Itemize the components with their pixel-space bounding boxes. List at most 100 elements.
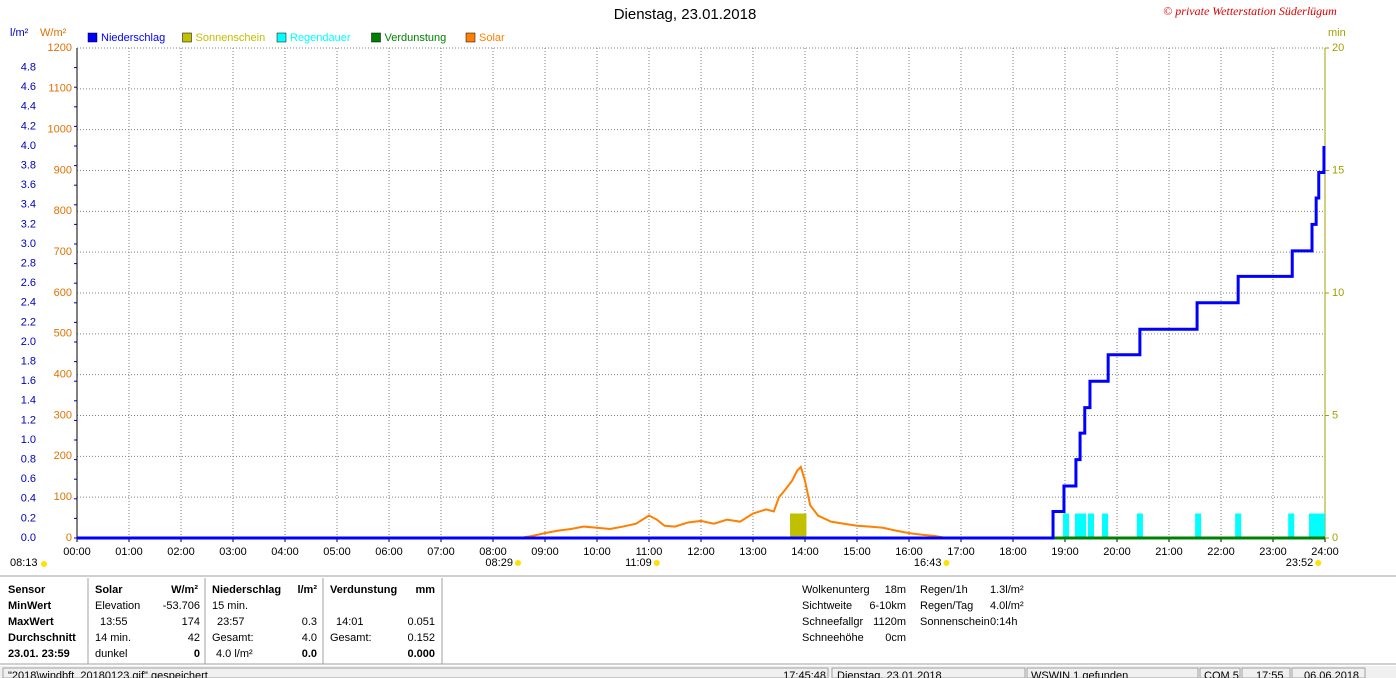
x-tick-label: 20:00 bbox=[1103, 546, 1131, 558]
legend-label: Niederschlag bbox=[101, 32, 165, 44]
y-tick-label: 0.4 bbox=[21, 493, 36, 505]
bar bbox=[795, 513, 802, 538]
y-tick-label: 4.0 bbox=[21, 140, 36, 152]
bar bbox=[1088, 513, 1094, 538]
copyright: © private Wetterstation Süderlügum bbox=[1163, 4, 1337, 18]
legend-swatch bbox=[371, 32, 381, 43]
annotation-marker bbox=[41, 561, 47, 567]
annotation: 23:52 bbox=[1286, 557, 1314, 569]
panel-cell: -53.706 bbox=[163, 600, 200, 612]
x-tick-label: 09:00 bbox=[531, 546, 559, 558]
panel-cell: 0.0 bbox=[302, 648, 317, 660]
status-cell bbox=[1241, 667, 1291, 678]
weather-value: 6-10km bbox=[869, 600, 906, 612]
y-tick-label: 1.2 bbox=[21, 414, 36, 426]
bar bbox=[1075, 513, 1081, 538]
y3-tick-label: 400 bbox=[54, 369, 72, 381]
weather-value: 1120m bbox=[873, 616, 906, 628]
annotation-marker bbox=[514, 560, 521, 566]
y3-tick-label: 1000 bbox=[48, 124, 72, 136]
y3-tick-label: 300 bbox=[54, 409, 72, 421]
x-tick-label: 14:00 bbox=[791, 546, 819, 558]
y-tick-label: 1.8 bbox=[21, 356, 36, 368]
y3-tick-label: 900 bbox=[54, 164, 72, 176]
x-tick-label: 07:00 bbox=[427, 546, 455, 558]
y3-axis-unit: W/m² bbox=[40, 27, 67, 39]
panel-cell: dunkel bbox=[95, 648, 127, 660]
y-tick-label: 0.0 bbox=[21, 532, 36, 544]
rain-label: Sonnenschein bbox=[920, 616, 990, 628]
x-tick-label: 22:00 bbox=[1207, 546, 1235, 558]
weather-label: Schneefallgr bbox=[802, 616, 863, 628]
bar bbox=[1080, 513, 1087, 538]
x-tick-label: 23:00 bbox=[1259, 546, 1287, 558]
y2-tick-label: 20 bbox=[1332, 42, 1344, 54]
status-background bbox=[0, 666, 1396, 678]
x-tick-label: 00:00 bbox=[63, 546, 91, 558]
panel-cell: 0 bbox=[194, 648, 200, 660]
y2-tick-label: 15 bbox=[1332, 164, 1344, 176]
y2-tick-label: 5 bbox=[1332, 409, 1338, 421]
x-tick-label: 18:00 bbox=[999, 546, 1027, 558]
status-text: 17:45:48 bbox=[783, 670, 826, 678]
panel-cell: 4.0 bbox=[302, 632, 317, 644]
x-tick-label: 24:00 bbox=[1311, 546, 1339, 558]
panel-cell: 15 min. bbox=[212, 600, 248, 612]
status-cell bbox=[831, 667, 1026, 678]
panel-cell: 0.000 bbox=[407, 648, 435, 660]
chart-title: Dienstag, 23.01.2018 bbox=[614, 6, 757, 23]
legend-swatch bbox=[182, 32, 192, 43]
weather-label: Wolkenunterg bbox=[802, 584, 870, 596]
status-bar: "2018\windbft_20180123.gif" gespeichert 1… bbox=[0, 666, 1396, 678]
bar bbox=[1235, 513, 1242, 538]
panel-row-label: Durchschnitt bbox=[8, 632, 76, 644]
legend-label: Solar bbox=[479, 32, 505, 44]
line bbox=[524, 465, 947, 539]
panel-cell: Gesamt: bbox=[212, 632, 254, 644]
panel-cell: 174 bbox=[182, 616, 200, 628]
x-tick-label: 11:00 bbox=[636, 546, 663, 558]
status-cell bbox=[2, 667, 829, 678]
status-cell bbox=[1199, 667, 1241, 678]
y3-tick-label: 1200 bbox=[48, 42, 72, 54]
x-tick-label: 16:00 bbox=[895, 546, 923, 558]
y3-tick-label: 0 bbox=[66, 532, 72, 544]
panel-cell: 23:57 bbox=[217, 616, 245, 628]
rain-value: 4.0l/m² bbox=[990, 600, 1024, 612]
line bbox=[77, 146, 1326, 540]
y-tick-label: 2.4 bbox=[21, 297, 36, 309]
x-tick-label: 08:00 bbox=[479, 546, 507, 558]
y-tick-label: 3.0 bbox=[21, 238, 36, 250]
weather-value: 0cm bbox=[885, 632, 906, 644]
annotation: 08:29 bbox=[485, 557, 513, 569]
x-tick-label: 21:00 bbox=[1155, 546, 1183, 558]
panel-cell: 0.051 bbox=[407, 616, 435, 628]
x-tick-label: 15:00 bbox=[843, 546, 871, 558]
panel-row-label: 23.01. 23:59 bbox=[8, 648, 70, 660]
status-text: WSWIN 1 gefunden bbox=[1031, 670, 1128, 678]
y-tick-label: 4.4 bbox=[21, 101, 36, 113]
panel-row-label: MaxWert bbox=[8, 616, 54, 628]
y-tick-label: 2.8 bbox=[21, 258, 36, 270]
panel-cell: Gesamt: bbox=[330, 632, 372, 644]
y3-tick-label: 700 bbox=[54, 246, 72, 258]
panel-cell: 4.0 l/m² bbox=[216, 648, 253, 660]
legend-label: Regendauer bbox=[290, 32, 351, 44]
x-tick-label: 04:00 bbox=[271, 546, 299, 558]
rain-label: Regen/1h bbox=[920, 584, 968, 596]
y-tick-label: 4.8 bbox=[21, 62, 36, 74]
y-tick-label: 1.4 bbox=[21, 395, 36, 407]
legend-label: Sonnenschein bbox=[196, 32, 266, 44]
y-tick-label: 3.6 bbox=[21, 179, 36, 191]
panel-cell: 13:55 bbox=[100, 616, 128, 628]
y3-tick-label: 800 bbox=[54, 205, 72, 217]
panel-unit: mm bbox=[415, 584, 435, 596]
weather-block: Wolkenunterg 18m Sichtweite 6-10km Schneefal… bbox=[802, 584, 1024, 644]
y-tick-label: 0.6 bbox=[21, 473, 36, 485]
panel-header: Sensor bbox=[8, 584, 46, 596]
x-tick-label: 13:00 bbox=[739, 546, 767, 558]
x-tick-label: 19:00 bbox=[1051, 546, 1079, 558]
y-tick-label: 1.6 bbox=[21, 375, 36, 387]
y2-axis-unit: min bbox=[1328, 27, 1346, 39]
